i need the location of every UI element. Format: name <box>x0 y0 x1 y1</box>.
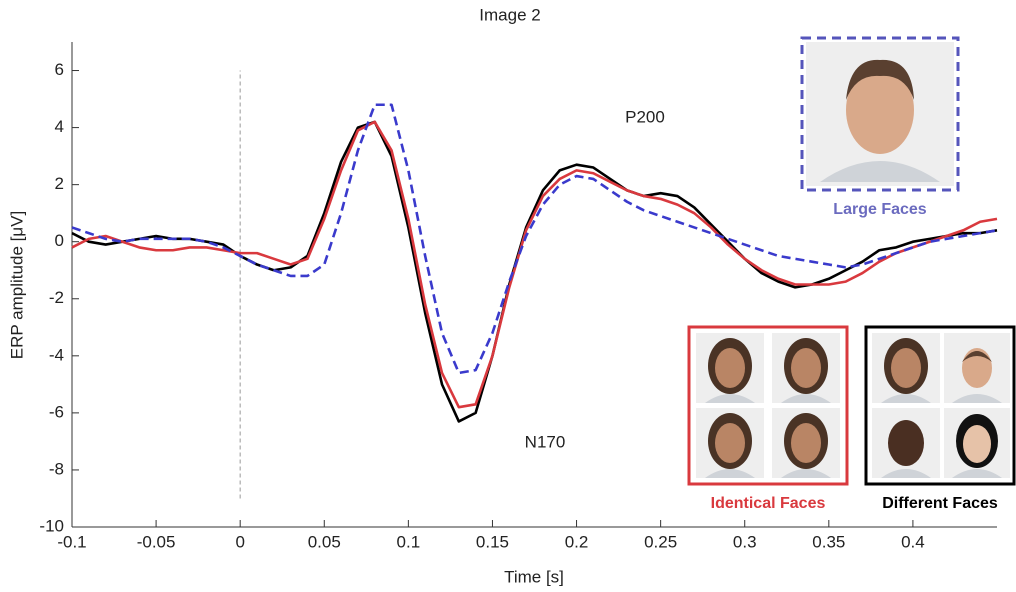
y-tick-label: -2 <box>49 288 64 307</box>
x-tick-label: 0.35 <box>812 532 845 551</box>
series-line <box>71 120 998 409</box>
x-tick-label: 0 <box>235 532 244 551</box>
series-line <box>71 103 998 375</box>
x-tick-label: -0.1 <box>57 532 86 551</box>
x-tick-label: 0.3 <box>733 532 757 551</box>
x-tick-label: 0.05 <box>308 532 341 551</box>
legend-label: Identical Faces <box>711 495 826 512</box>
y-tick-label: 4 <box>55 117 64 136</box>
peak-annotation: N170 <box>525 432 566 451</box>
x-tick-label: 0.1 <box>397 532 421 551</box>
y-tick-label: -10 <box>39 516 64 535</box>
y-tick-label: 6 <box>55 60 64 79</box>
legend-label: Different Faces <box>882 495 998 512</box>
y-axis-label: ERP amplitude [μV] <box>7 211 26 359</box>
y-tick-label: 0 <box>55 231 64 250</box>
y-tick-label: 2 <box>55 174 64 193</box>
x-tick-label: -0.05 <box>137 532 176 551</box>
chart-title: Image 2 <box>479 5 540 24</box>
x-tick-label: 0.4 <box>901 532 925 551</box>
different-faces-inset <box>864 325 1016 486</box>
large-face-inset <box>800 36 960 192</box>
y-tick-label: -6 <box>49 402 64 421</box>
legend-label: Large Faces <box>833 201 926 218</box>
peak-annotation: P200 <box>625 107 665 126</box>
series-line <box>71 120 998 423</box>
identical-faces-inset <box>687 325 849 486</box>
x-tick-label: 0.25 <box>644 532 677 551</box>
y-tick-label: -4 <box>49 345 64 364</box>
x-axis-label: Time [s] <box>504 567 564 586</box>
x-tick-label: 0.2 <box>565 532 589 551</box>
y-tick-label: -8 <box>49 459 64 478</box>
x-tick-label: 0.15 <box>476 532 509 551</box>
